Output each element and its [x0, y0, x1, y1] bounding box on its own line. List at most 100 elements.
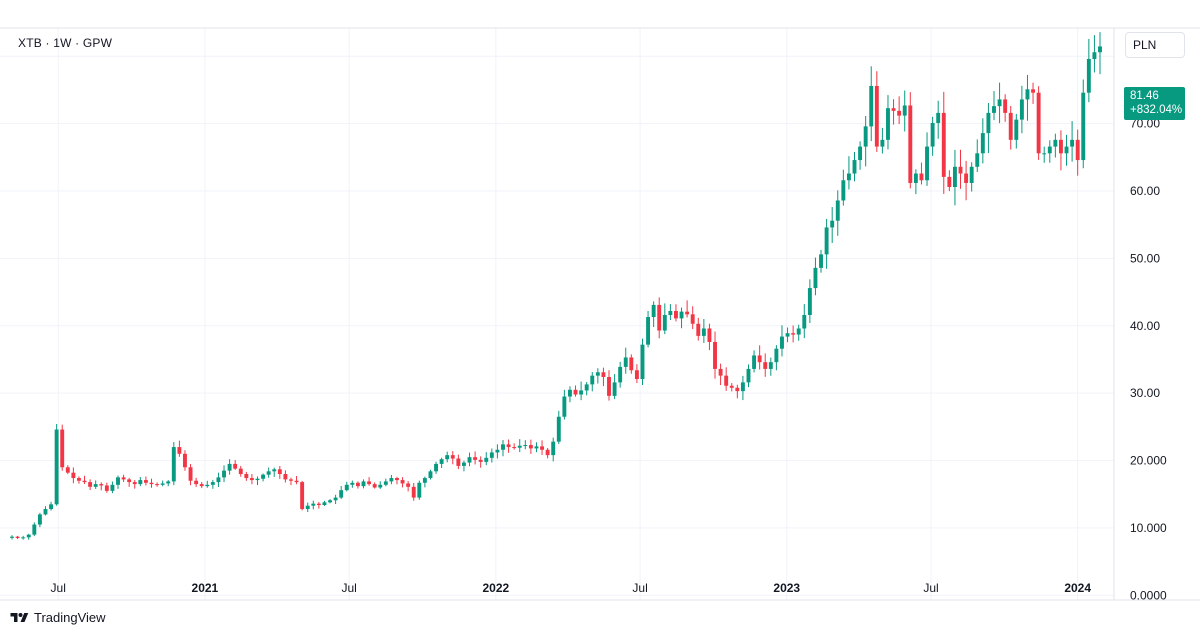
- candle-body: [222, 470, 226, 478]
- candle-body: [1098, 46, 1102, 53]
- candle-body: [584, 384, 589, 391]
- candle: [807, 279, 812, 323]
- candle: [456, 454, 461, 470]
- candle-body: [908, 105, 913, 183]
- candle-body: [746, 368, 751, 383]
- candle-body: [378, 484, 383, 488]
- currency-button[interactable]: PLN: [1125, 32, 1185, 58]
- symbol-title: XTB · 1W · GPW: [18, 36, 113, 50]
- candle: [634, 364, 639, 384]
- candle-body: [958, 166, 963, 174]
- candle-body: [780, 336, 784, 349]
- candle-body: [1008, 112, 1013, 140]
- candle-body: [15, 536, 20, 539]
- candle-body: [740, 382, 745, 392]
- candle: [177, 440, 182, 457]
- candle-body: [640, 344, 645, 380]
- candle: [110, 481, 115, 494]
- candle: [155, 482, 160, 487]
- candle-body: [305, 505, 310, 510]
- candle-body: [183, 453, 187, 468]
- candle-body: [802, 315, 807, 329]
- x-tick-label: 2022: [482, 581, 509, 595]
- candle: [545, 448, 550, 459]
- candle-body: [1064, 146, 1069, 154]
- candle: [512, 443, 517, 450]
- candle-body: [930, 122, 935, 147]
- candle: [1086, 38, 1091, 103]
- candle-body: [952, 166, 957, 188]
- candle: [49, 501, 54, 511]
- candle: [897, 96, 902, 124]
- candle-body: [986, 112, 991, 134]
- candle: [294, 476, 299, 485]
- candle: [975, 139, 980, 173]
- candle-body: [1081, 92, 1086, 161]
- candle: [925, 132, 929, 186]
- candle: [573, 385, 578, 397]
- candle-body: [428, 471, 433, 479]
- candle: [473, 451, 478, 465]
- candle: [858, 141, 863, 170]
- candle-body: [562, 396, 567, 417]
- candle-body: [601, 372, 606, 377]
- candle-body: [361, 481, 366, 487]
- candle: [523, 440, 528, 450]
- candle: [696, 317, 701, 341]
- candle: [869, 66, 874, 142]
- candle: [1047, 140, 1052, 163]
- candle-body: [858, 146, 863, 161]
- candle-body: [277, 469, 282, 475]
- candle: [15, 535, 20, 540]
- candle-body: [355, 482, 360, 487]
- candle: [1042, 146, 1047, 163]
- candle-body: [434, 463, 438, 472]
- candle-body: [216, 477, 221, 483]
- candle: [724, 367, 729, 391]
- candle: [528, 439, 533, 454]
- candle-body: [813, 267, 818, 289]
- candle: [1003, 94, 1008, 122]
- candle-body: [205, 484, 210, 487]
- candle: [579, 381, 584, 401]
- candle: [272, 467, 277, 477]
- candle-body: [289, 479, 293, 481]
- candle-body: [679, 311, 684, 319]
- candle-body: [690, 314, 695, 324]
- candle-body: [1070, 139, 1075, 147]
- candle: [10, 535, 14, 540]
- candle: [383, 478, 388, 487]
- candle: [183, 450, 187, 471]
- candle-body: [880, 139, 885, 147]
- y-tick-label: 0.0000: [1130, 588, 1167, 602]
- candle-body: [1092, 52, 1097, 59]
- candle: [188, 464, 193, 486]
- candle: [222, 465, 226, 483]
- candle-body: [344, 484, 349, 491]
- candle: [88, 479, 93, 490]
- tradingview-brand[interactable]: TradingView: [10, 610, 106, 625]
- candle-body: [701, 328, 706, 336]
- candle: [1058, 130, 1063, 171]
- candle-body: [389, 478, 394, 482]
- candle-body: [411, 486, 416, 498]
- candle: [205, 480, 210, 488]
- candle-series: [10, 32, 1102, 540]
- candle-body: [545, 449, 550, 456]
- candle-body: [171, 447, 176, 482]
- candle: [629, 354, 634, 374]
- candle-body: [517, 445, 522, 448]
- candle: [400, 477, 405, 488]
- candle: [417, 480, 422, 500]
- candle: [210, 479, 215, 489]
- candle: [93, 480, 98, 489]
- candle-body: [846, 173, 851, 181]
- y-tick-label: 20.000: [1130, 454, 1167, 468]
- candle: [618, 361, 623, 388]
- candle: [316, 502, 321, 509]
- candle: [729, 383, 734, 392]
- x-tick-label: 2024: [1064, 581, 1091, 595]
- candle-body: [685, 311, 690, 315]
- candle: [372, 482, 377, 489]
